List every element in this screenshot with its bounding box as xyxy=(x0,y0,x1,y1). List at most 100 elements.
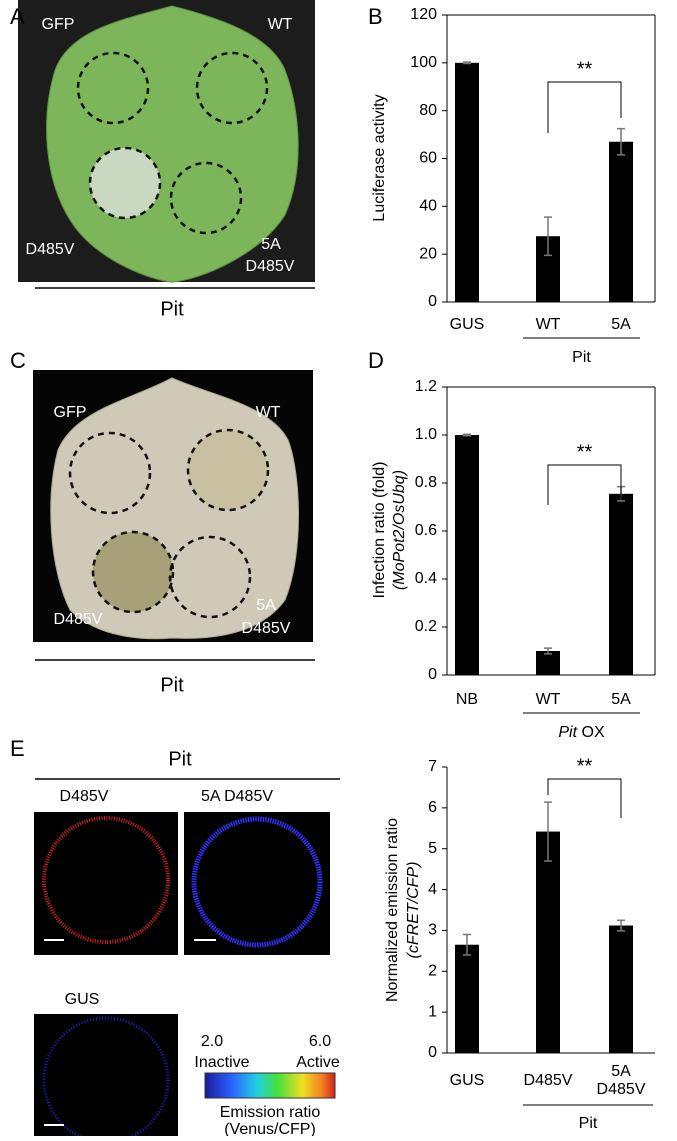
spot-label: 5A xyxy=(261,236,281,253)
micrograph xyxy=(34,812,178,955)
colorbar xyxy=(204,1072,336,1099)
bar xyxy=(609,925,633,1053)
panel-letter: D xyxy=(368,348,384,373)
y-tick-label: 0.4 xyxy=(415,570,437,587)
caption: Pit xyxy=(168,748,192,770)
panel-letter: C xyxy=(10,348,26,373)
infiltration-spot xyxy=(186,428,270,512)
y-tick-label: 100 xyxy=(410,54,437,71)
significance: ** xyxy=(577,441,593,463)
spot-label: D485V xyxy=(26,241,75,258)
group-label: Pit xyxy=(572,349,591,366)
bar xyxy=(536,831,560,1053)
spot-label: GFP xyxy=(54,404,87,421)
spot-label: GFP xyxy=(42,16,75,33)
y-tick-label: 7 xyxy=(428,758,437,775)
significance-bracket xyxy=(547,81,622,133)
significance: ** xyxy=(577,755,593,777)
micrograph xyxy=(34,1014,178,1136)
y-tick-label: 120 xyxy=(410,6,437,23)
y-tick-label: 6 xyxy=(428,799,437,816)
infiltration-spot xyxy=(76,51,150,125)
spot-label: WT xyxy=(268,16,293,33)
y-tick-label: 0.2 xyxy=(415,618,437,635)
infiltration-spot xyxy=(169,161,243,235)
y-tick-label: 1 xyxy=(428,1003,437,1020)
group-label: Pit xyxy=(579,1115,598,1132)
y-axis-label: Luciferase activity xyxy=(371,94,388,221)
y-axis-label: Infection ratio (fold) xyxy=(371,462,388,599)
y-axis-label-note: (cFRET/CFP) xyxy=(405,862,422,959)
x-tick-label: NB xyxy=(456,691,478,708)
y-tick-label: 0.8 xyxy=(415,474,437,491)
colorbar-title: Emission ratio xyxy=(220,1104,321,1121)
spot-label: D485V xyxy=(54,611,103,628)
y-tick-label: 1.0 xyxy=(415,426,437,443)
cell-ring xyxy=(42,816,170,944)
image-label: GUS xyxy=(65,991,100,1008)
image-label: D485V xyxy=(60,788,109,805)
x-tick-label: GUS xyxy=(450,316,485,333)
error-bar xyxy=(617,127,625,156)
panel-letter: A xyxy=(10,4,25,29)
x-tick-label: D485V xyxy=(524,1072,573,1089)
x-tick-label: GUS xyxy=(450,1072,485,1089)
y-axis-label-note: (MoPot2/OsUbq) xyxy=(391,470,408,590)
y-tick-label: 40 xyxy=(419,198,437,215)
x-tick-label: 5A D485V xyxy=(597,1063,646,1098)
error-bar xyxy=(617,919,625,932)
y-tick-label: 20 xyxy=(419,245,437,262)
panel-letter: E xyxy=(10,736,25,761)
y-tick-label: 1.2 xyxy=(415,378,437,395)
caption: Pit xyxy=(160,298,184,320)
panel-letter: B xyxy=(368,4,383,29)
error-bar xyxy=(463,433,471,437)
error-bar xyxy=(544,647,552,655)
spot-label: D485V xyxy=(246,258,295,275)
infiltration-spot xyxy=(195,51,269,125)
group-label: Pit OX xyxy=(558,724,605,741)
cell-ring xyxy=(191,816,323,948)
error-bar xyxy=(463,933,471,956)
x-tick-label: WT xyxy=(536,691,561,708)
caption: Pit xyxy=(160,674,184,696)
significance-bracket xyxy=(547,464,622,505)
y-tick-label: 5 xyxy=(428,840,437,857)
colorbar-min: 2.0 xyxy=(201,1033,223,1050)
x-tick-label: 5A xyxy=(611,691,631,708)
y-tick-label: 0.6 xyxy=(415,522,437,539)
cell-ring xyxy=(42,1016,170,1141)
y-tick-label: 3 xyxy=(428,922,437,939)
x-tick-label: WT xyxy=(536,316,561,333)
significance: ** xyxy=(577,58,593,80)
y-tick-label: 0 xyxy=(428,1044,437,1061)
colorbar-low: Inactive xyxy=(194,1054,249,1071)
y-tick-label: 0 xyxy=(428,666,437,683)
y-tick-label: 2 xyxy=(428,963,437,980)
significance-bracket xyxy=(547,778,622,818)
y-axis-label: Normalized emission ratio xyxy=(384,818,401,1002)
bar xyxy=(455,944,479,1053)
y-tick-label: 60 xyxy=(419,150,437,167)
infiltration-spot xyxy=(168,535,252,619)
bar xyxy=(455,435,479,675)
y-tick-label: 0 xyxy=(428,293,437,310)
image-label: 5A D485V xyxy=(201,788,273,805)
bar xyxy=(609,493,633,675)
bar xyxy=(536,651,560,675)
colorbar-subtitle: (Venus/CFP) xyxy=(224,1121,316,1136)
spot-label: 5A xyxy=(256,597,276,614)
error-bar xyxy=(544,801,552,862)
bar xyxy=(455,62,479,303)
error-bar xyxy=(463,61,471,65)
spot-label: WT xyxy=(256,404,281,421)
x-tick-label: 5A xyxy=(611,316,631,333)
infiltration-spot xyxy=(68,431,152,515)
micrograph xyxy=(184,812,330,955)
spot-label: D485V xyxy=(242,620,291,637)
y-tick-label: 80 xyxy=(419,102,437,119)
y-tick-label: 4 xyxy=(428,881,437,898)
infiltration-spot xyxy=(91,530,175,614)
colorbar-high: Active xyxy=(296,1054,340,1071)
